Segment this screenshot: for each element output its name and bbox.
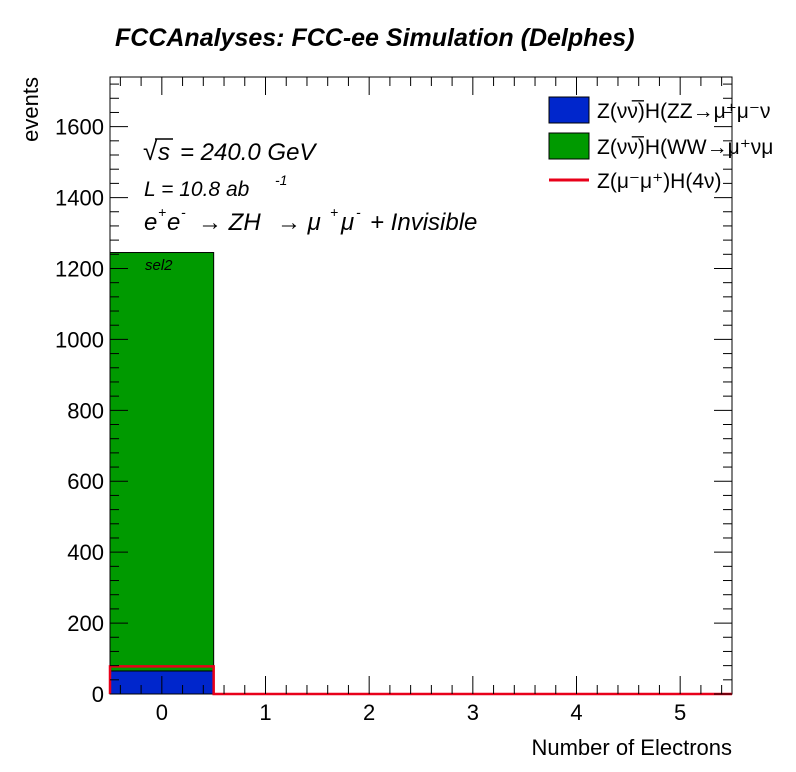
x-axis-ticks: 0 1 2 3 4 5 bbox=[119, 77, 723, 725]
legend-label-2: Z(μ⁻μ⁺)H(4ν) bbox=[597, 170, 722, 193]
y-tick-label: 0 bbox=[92, 682, 104, 707]
process-e2: e bbox=[167, 209, 180, 236]
process-rest: + Invisible bbox=[370, 209, 477, 236]
process-e2-sup: - bbox=[181, 204, 186, 220]
selection-label: sel2 bbox=[145, 257, 173, 274]
x-tick-label: 4 bbox=[570, 700, 582, 725]
process-arrow-mu: → μ bbox=[277, 209, 321, 236]
y-axis-ticks: 0 200 400 600 800 1000 1200 1400 1600 bbox=[55, 83, 732, 707]
x-tick-label: 1 bbox=[259, 700, 271, 725]
y-tick-label: 1600 bbox=[55, 115, 104, 140]
legend: Z(νν̅)H(ZZ→μ⁺μ⁻ν Z(νν̅)H(WW→μ⁺νμ Z(μ⁻μ⁺)H(… bbox=[548, 96, 773, 193]
x-tick-label: 5 bbox=[674, 700, 686, 725]
process-arrow-zh: → ZH bbox=[198, 209, 261, 236]
x-axis-label: Number of Electrons bbox=[531, 735, 732, 760]
legend-label-1: Z(νν̅)H(WW→μ⁺νμ bbox=[597, 136, 773, 159]
process-mu-sup1: + bbox=[330, 204, 338, 220]
y-tick-label: 1200 bbox=[55, 256, 104, 281]
luminosity-label: L = 10.8 ab bbox=[144, 178, 250, 201]
y-axis-label: events bbox=[18, 77, 43, 142]
process-mu: μ bbox=[340, 209, 354, 236]
sqrt-s-annotation: √ s = 240.0 GeV bbox=[143, 136, 317, 166]
y-tick-label: 600 bbox=[67, 469, 104, 494]
bar-series1-bin0 bbox=[109, 252, 215, 672]
legend-label-0: Z(νν̅)H(ZZ→μ⁺μ⁻ν bbox=[597, 100, 771, 123]
y-tick-label: 200 bbox=[67, 611, 104, 636]
luminosity-annotation: L = 10.8 ab -1 bbox=[144, 172, 287, 201]
x-tick-label: 2 bbox=[363, 700, 375, 725]
luminosity-exponent: -1 bbox=[275, 172, 287, 188]
sqrt-s-variable: s bbox=[158, 139, 170, 166]
y-tick-label: 1400 bbox=[55, 186, 104, 211]
histogram-bars bbox=[109, 252, 215, 695]
y-tick-label: 800 bbox=[67, 398, 104, 423]
process-e1: e bbox=[144, 209, 157, 236]
process-annotation: e + e - → ZH → μ + μ - + Invisible bbox=[144, 204, 477, 236]
x-tick-label: 0 bbox=[156, 700, 168, 725]
histogram-lines bbox=[108, 665, 732, 696]
y-tick-label: 400 bbox=[67, 540, 104, 565]
sqrt-symbol: √ bbox=[143, 136, 158, 166]
chart-title: FCCAnalyses: FCC-ee Simulation (Delphes) bbox=[115, 24, 635, 52]
legend-swatch-0 bbox=[548, 96, 590, 124]
sqrt-s-value: = 240.0 GeV bbox=[180, 139, 317, 166]
y-tick-label: 1000 bbox=[55, 327, 104, 352]
step-line-series0 bbox=[108, 665, 732, 696]
x-tick-label: 3 bbox=[467, 700, 479, 725]
legend-swatch-1 bbox=[548, 132, 590, 160]
process-mu-sup2: - bbox=[356, 204, 361, 220]
process-e1-sup: + bbox=[158, 204, 166, 220]
